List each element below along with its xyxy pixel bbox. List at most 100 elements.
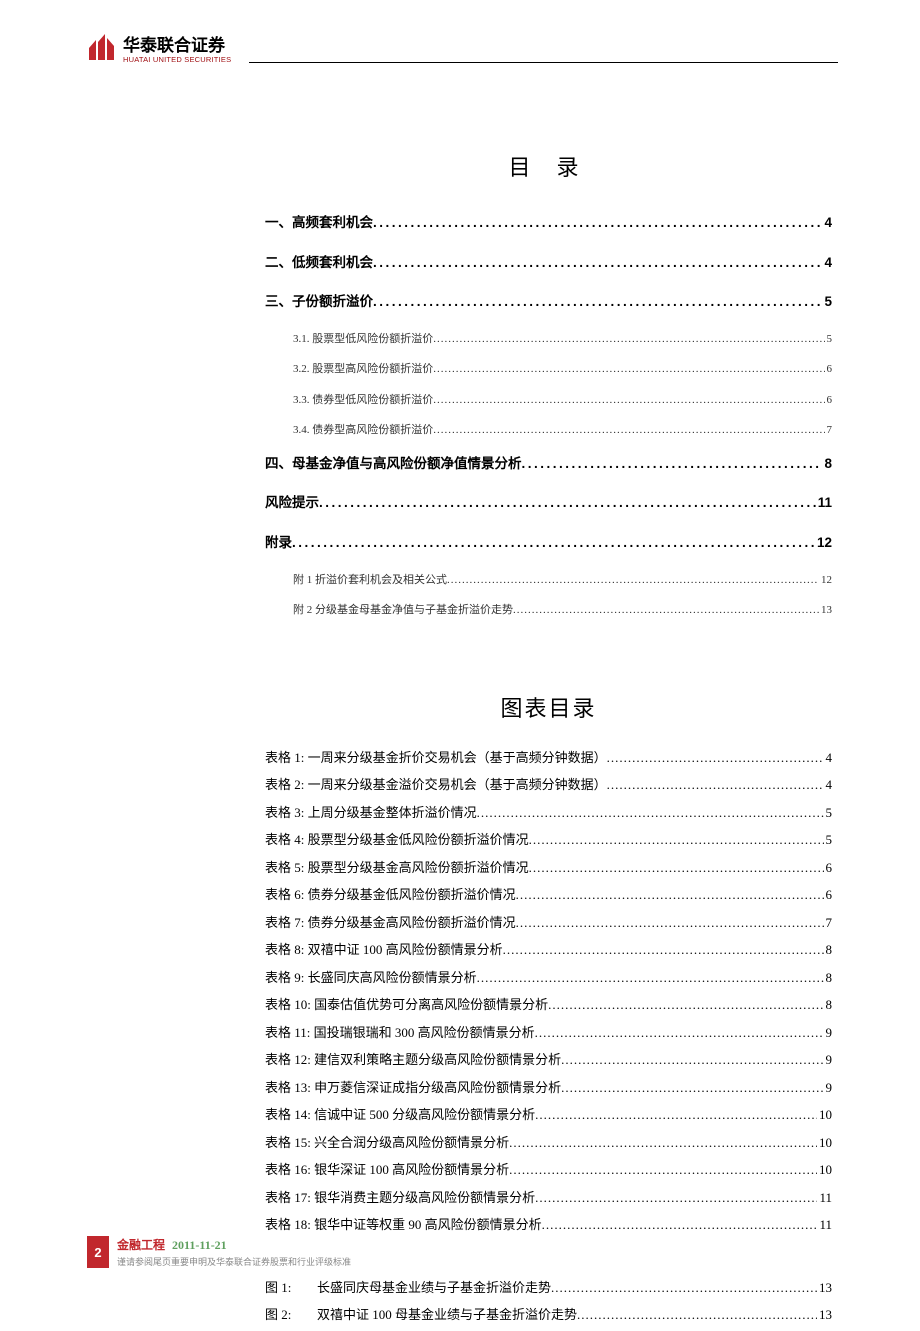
tables-list-title: 图表目录: [265, 691, 832, 723]
table-list-page: 9: [824, 1025, 833, 1041]
toc-leader: ........................................…: [373, 291, 822, 313]
toc-entry: 3.3. 债券型低风险份额折溢价........................…: [293, 392, 832, 409]
table-list-label: 表格 16: 银华深证 100 高风险份额情景分析: [265, 1159, 509, 1178]
table-list-page: 10: [817, 1107, 832, 1123]
table-list-label: 表格 10: 国泰估值优势可分离高风险份额情景分析: [265, 994, 548, 1013]
list-leader: ........................................…: [516, 887, 824, 903]
toc-leader: ........................................…: [433, 392, 824, 409]
toc-entry-label: 四、母基金净值与高风险份额净值情景分析: [265, 453, 522, 475]
table-list-entry: 表格 8: 双禧中证 100 高风险份额情景分析................…: [265, 939, 832, 958]
table-list-label: 表格 4: 股票型分级基金低风险份额折溢价情况: [265, 829, 529, 848]
table-list-page: 10: [817, 1162, 832, 1178]
toc-entry: 一、高频套利机会................................…: [265, 212, 832, 234]
table-list-entry: 表格 1: 一周来分级基金折价交易机会（基于高频分钟数据）...........…: [265, 747, 832, 766]
footer-date: 2011-11-21: [172, 1238, 227, 1252]
table-list-page: 5: [824, 805, 833, 821]
table-list-page: 9: [824, 1080, 833, 1096]
toc-container: 一、高频套利机会................................…: [265, 212, 832, 619]
footer-meta: 金融工程 2011-11-21: [117, 1236, 351, 1253]
toc-entry-page: 5: [825, 331, 833, 348]
table-list-page: 8: [824, 997, 833, 1013]
table-list-page: 6: [824, 887, 833, 903]
toc-title: 目 录: [265, 150, 832, 182]
toc-entry: 3.2. 股票型高风险份额折溢价........................…: [293, 361, 832, 378]
list-leader: ........................................…: [542, 1217, 818, 1233]
table-list-page: 11: [817, 1190, 832, 1206]
page-header: 华泰联合证券 HUATAI UNITED SECURITIES: [87, 34, 838, 67]
toc-entry-label: 二、低频套利机会: [265, 252, 373, 274]
table-list-entry: 表格 10: 国泰估值优势可分离高风险份额情景分析...............…: [265, 994, 832, 1013]
toc-entry-label: 3.2. 股票型高风险份额折溢价: [293, 361, 433, 378]
table-list-entry: 表格 9: 长盛同庆高风险份额情景分析.....................…: [265, 967, 832, 986]
table-list-entry: 表格 7: 债券分级基金高风险份额折溢价情况..................…: [265, 912, 832, 931]
toc-entry-page: 13: [819, 602, 832, 619]
header-rule: [249, 62, 838, 63]
toc-entry-page: 4: [822, 212, 832, 234]
list-leader: ........................................…: [503, 942, 824, 958]
figure-list-page: 13: [817, 1307, 832, 1323]
toc-entry-page: 11: [816, 492, 832, 514]
list-leader: ........................................…: [509, 1135, 817, 1151]
table-list-label: 表格 6: 债券分级基金低风险份额折溢价情况: [265, 884, 516, 903]
table-list-label: 表格 5: 股票型分级基金高风险份额折溢价情况: [265, 857, 529, 876]
toc-leader: ........................................…: [433, 331, 824, 348]
brand-name-en: HUATAI UNITED SECURITIES: [123, 56, 231, 64]
footer-category: 金融工程: [117, 1238, 165, 1252]
list-leader: ........................................…: [477, 805, 824, 821]
toc-leader: ........................................…: [373, 252, 822, 274]
toc-entry-label: 附 1 折溢价套利机会及相关公式: [293, 572, 447, 589]
table-list-page: 8: [824, 970, 833, 986]
table-list-entry: 表格 16: 银华深证 100 高风险份额情景分析...............…: [265, 1159, 832, 1178]
table-list-entry: 表格 11: 国投瑞银瑞和 300 高风险份额情景分析.............…: [265, 1022, 832, 1041]
toc-entry-label: 3.1. 股票型低风险份额折溢价: [293, 331, 433, 348]
table-list-page: 6: [824, 860, 833, 876]
figures-container: 图 1:长盛同庆母基金业绩与子基金折溢价走势 .................…: [265, 1277, 832, 1323]
list-leader: ........................................…: [509, 1162, 817, 1178]
toc-leader: ........................................…: [373, 212, 822, 234]
figure-list-prefix: 图 2:: [265, 1304, 317, 1323]
list-leader: ........................................…: [561, 1052, 823, 1068]
list-leader: ........................................…: [607, 750, 824, 766]
list-leader: ........................................…: [529, 860, 824, 876]
table-list-label: 表格 8: 双禧中证 100 高风险份额情景分析: [265, 939, 503, 958]
table-list-page: 8: [824, 942, 833, 958]
toc-entry-label: 3.3. 债券型低风险份额折溢价: [293, 392, 433, 409]
toc-leader: ........................................…: [433, 361, 824, 378]
toc-entry-label: 附录: [265, 532, 292, 554]
table-list-entry: 表格 17: 银华消费主题分级高风险份额情景分析................…: [265, 1187, 832, 1206]
list-leader: ........................................…: [561, 1080, 823, 1096]
figure-list-label: 长盛同庆母基金业绩与子基金折溢价走势: [317, 1277, 551, 1296]
table-list-label: 表格 9: 长盛同庆高风险份额情景分析: [265, 967, 477, 986]
table-list-entry: 表格 2: 一周来分级基金溢价交易机会（基于高频分钟数据）...........…: [265, 774, 832, 793]
toc-entry-page: 5: [822, 291, 832, 313]
toc-entry-page: 7: [825, 422, 833, 439]
table-list-entry: 表格 18: 银华中证等权重 90 高风险份额情景分析.............…: [265, 1214, 832, 1233]
list-leader: ........................................…: [535, 1107, 817, 1123]
table-list-page: 11: [817, 1217, 832, 1233]
table-list-entry: 表格 12: 建信双利策略主题分级高风险份额情景分析..............…: [265, 1049, 832, 1068]
table-list-entry: 表格 5: 股票型分级基金高风险份额折溢价情况.................…: [265, 857, 832, 876]
toc-leader: ........................................…: [292, 532, 815, 554]
toc-entry: 附 2 分级基金母基金净值与子基金折溢价走势..................…: [293, 602, 832, 619]
toc-leader: ........................................…: [433, 422, 824, 439]
table-list-label: 表格 14: 信诚中证 500 分级高风险份额情景分析: [265, 1104, 535, 1123]
table-list-entry: 表格 15: 兴全合润分级高风险份额情景分析..................…: [265, 1132, 832, 1151]
figure-list-label: 双禧中证 100 母基金业绩与子基金折溢价走势: [317, 1304, 577, 1323]
toc-entry: 附 1 折溢价套利机会及相关公式........................…: [293, 572, 832, 589]
list-leader: ........................................…: [577, 1307, 817, 1323]
table-list-page: 10: [817, 1135, 832, 1151]
brand-logo: 华泰联合证券 HUATAI UNITED SECURITIES: [87, 34, 231, 67]
toc-entry-label: 附 2 分级基金母基金净值与子基金折溢价走势: [293, 602, 513, 619]
brand-name-cn: 华泰联合证券: [123, 37, 231, 56]
table-list-label: 表格 18: 银华中证等权重 90 高风险份额情景分析: [265, 1214, 542, 1233]
toc-entry-label: 三、子份额折溢价: [265, 291, 373, 313]
toc-entry-page: 8: [822, 453, 832, 475]
table-list-page: 4: [824, 777, 833, 793]
table-list-page: 4: [824, 750, 833, 766]
toc-entry: 二、低频套利机会................................…: [265, 252, 832, 274]
toc-entry-page: 6: [825, 392, 833, 409]
table-list-entry: 表格 13: 申万菱信深证成指分级高风险份额情景分析..............…: [265, 1077, 832, 1096]
toc-entry: 附录......................................…: [265, 532, 832, 554]
list-leader: ........................................…: [535, 1025, 824, 1041]
toc-entry: 风险提示....................................…: [265, 492, 832, 514]
